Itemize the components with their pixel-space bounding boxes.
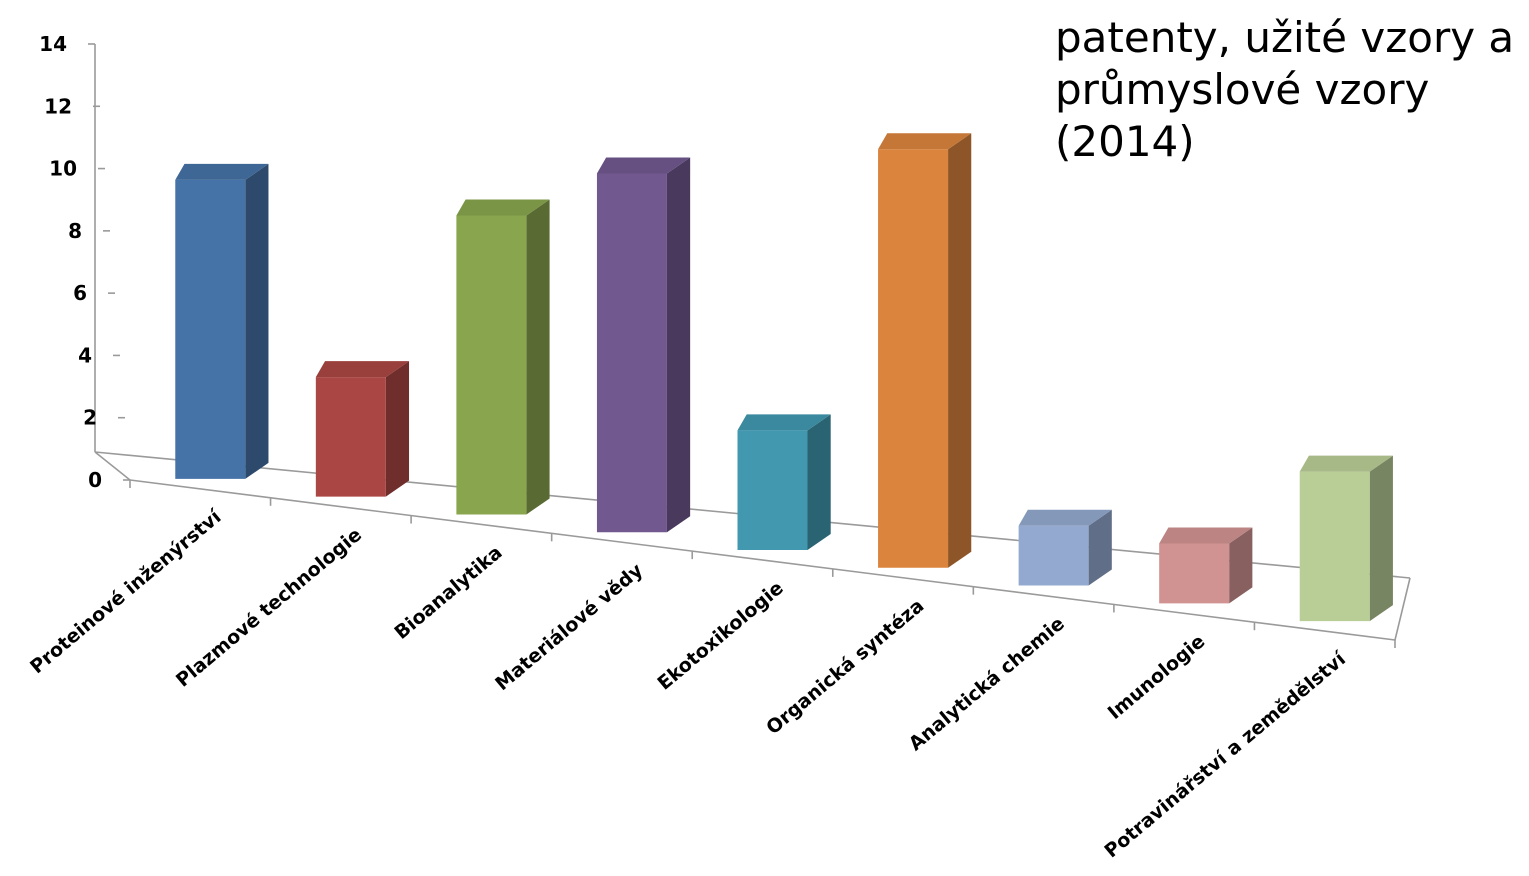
bar: [1299, 455, 1393, 622]
x-tick-label: Organická syntéza: [762, 595, 928, 739]
bar-side: [1229, 527, 1253, 604]
bar-top: [1159, 527, 1253, 544]
x-axis-line: [129, 479, 1396, 641]
bar: [878, 133, 972, 568]
bar-front: [1159, 543, 1230, 604]
bars: [175, 133, 1393, 622]
y-tick-label: 12: [44, 94, 72, 118]
y-tick-label: 6: [73, 281, 87, 305]
y-tick-label: 10: [49, 157, 77, 181]
bar: [1159, 527, 1253, 604]
bar-side: [1369, 455, 1393, 622]
bar-front: [878, 149, 949, 568]
y-tick-label: 2: [83, 406, 97, 430]
bar-side: [1088, 509, 1112, 586]
x-tick-label: Analytická chemie: [905, 613, 1069, 756]
y-tick-labels: 0 2 4 6 8 10 12 14: [39, 32, 102, 492]
y-tick-label: 14: [39, 32, 67, 56]
floor-left-edge: [94, 451, 131, 481]
bar-top: [878, 133, 972, 150]
bar-top: [596, 157, 691, 174]
floor-right-edge: [1394, 577, 1411, 641]
bar-side: [526, 199, 550, 515]
x-tick-label: Proteinové inženýrství: [26, 505, 227, 678]
bar: [456, 199, 550, 515]
bar-front: [737, 430, 808, 550]
bar: [737, 414, 831, 550]
bar-top: [737, 414, 831, 431]
bar-side: [385, 361, 410, 497]
bar: [1018, 509, 1112, 586]
bar-front: [1018, 525, 1089, 586]
bar-side: [245, 163, 269, 479]
bar-front: [1299, 471, 1370, 622]
bar: [596, 157, 691, 533]
y-tick-label: 8: [68, 219, 82, 243]
chart-title: patenty, užité vzory a průmyslové vzory …: [1055, 13, 1515, 166]
bar-side: [666, 157, 691, 533]
x-tick-label: Plazmové technologie: [172, 524, 366, 692]
bar-front: [596, 173, 667, 533]
bar-top: [175, 163, 269, 180]
bar: [315, 361, 410, 497]
bar-side: [807, 414, 831, 550]
bar-top: [1018, 509, 1112, 526]
x-tick-label: Ekotoxikologie: [653, 577, 787, 695]
x-tick-label: Bioanalytika: [390, 541, 506, 643]
bar: [175, 163, 269, 479]
bar-front: [175, 179, 246, 479]
x-tick-label: Materiálové vědy: [491, 559, 647, 695]
y-tick-label: 0: [88, 468, 102, 492]
bar-front: [315, 377, 386, 497]
bar-front: [456, 215, 527, 515]
y-tick-label: 4: [78, 343, 92, 367]
bar-top: [1299, 455, 1393, 472]
x-tick-label: Imunologie: [1104, 630, 1210, 724]
bar-top: [456, 199, 550, 216]
bar-side: [948, 133, 972, 568]
bar-top: [315, 361, 410, 378]
